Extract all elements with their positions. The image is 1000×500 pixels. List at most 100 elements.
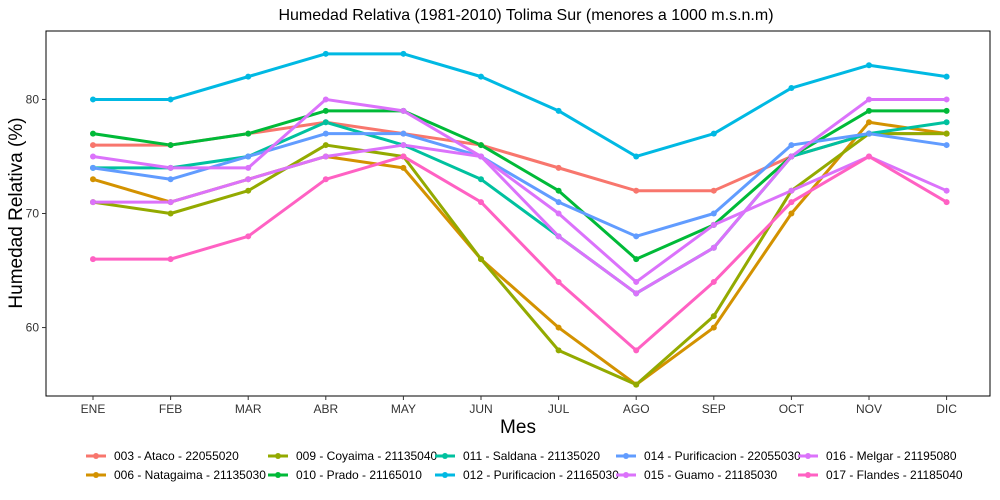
data-point [322, 119, 329, 126]
x-tick-label: NOV [856, 402, 882, 416]
legend-key-point [275, 472, 281, 478]
chart-title: Humedad Relativa (1981-2010) Tolima Sur … [278, 7, 773, 24]
data-point [400, 153, 407, 160]
data-point [555, 324, 562, 331]
x-tick-label: JUL [548, 402, 570, 416]
data-point [788, 153, 795, 160]
data-point [90, 199, 96, 206]
data-point [943, 199, 950, 206]
legend-label: 015 - Guamo - 21185030 [644, 468, 778, 482]
legend-label: 017 - Flandes - 21185040 [826, 468, 963, 482]
data-point [167, 164, 174, 171]
data-point [633, 153, 640, 160]
data-point [555, 107, 562, 114]
x-tick-label: AGO [623, 402, 650, 416]
x-tick-label: OCT [779, 402, 805, 416]
data-point [555, 347, 562, 354]
x-tick-label: MAR [235, 402, 262, 416]
series-line [92, 97, 947, 295]
data-point [322, 96, 329, 103]
data-point [400, 164, 407, 171]
y-tick-label: 70 [26, 207, 40, 221]
y-tick-label: 60 [26, 321, 40, 335]
series-line [93, 154, 948, 352]
data-point [245, 233, 252, 240]
data-point [943, 96, 950, 103]
data-point [710, 244, 717, 251]
legend-key-point [93, 453, 99, 459]
data-point [245, 153, 252, 160]
x-tick-label: ENE [81, 402, 106, 416]
data-point [90, 130, 96, 137]
data-point [245, 164, 252, 171]
x-tick-label: MAY [391, 402, 416, 416]
data-point [555, 233, 562, 240]
data-point [322, 130, 329, 137]
data-point [555, 210, 562, 217]
data-point [710, 324, 717, 331]
data-point [400, 130, 407, 137]
data-point [555, 164, 562, 171]
data-point [167, 176, 174, 183]
data-point [555, 278, 562, 285]
data-point [866, 62, 872, 69]
series-lines [92, 52, 948, 387]
data-point [555, 199, 562, 206]
data-point [788, 187, 795, 194]
series-line [92, 132, 947, 387]
data-point [322, 107, 329, 114]
data-point [90, 176, 96, 183]
data-point [322, 153, 329, 160]
data-point [633, 187, 640, 194]
legend: 003 - Ataco - 22055020 006 - Natagaima - … [86, 449, 963, 482]
data-point [90, 256, 96, 263]
x-axis: ENE FEB MAR ABR MAY JUN JUL AGO SEP OCT NOV DIC [81, 396, 957, 416]
series-line [93, 120, 947, 295]
data-point [245, 187, 252, 194]
data-point [943, 187, 950, 194]
data-point [633, 290, 640, 297]
data-point [555, 187, 562, 194]
data-point [633, 347, 640, 354]
data-point [90, 142, 96, 149]
series-line [92, 109, 947, 261]
y-axis-label: Humedad Relativa (%) [6, 117, 27, 308]
data-point [866, 119, 872, 126]
y-tick-label: 80 [26, 92, 40, 106]
legend-label: 012 - Purificacion - 21165030 [463, 468, 619, 482]
legend-key-point [442, 472, 448, 478]
data-point [478, 142, 484, 149]
data-point [478, 153, 484, 160]
data-point [167, 199, 174, 206]
series-line [93, 52, 947, 158]
data-point [245, 176, 252, 183]
legend-label: 006 - Natagaima - 21135030 [114, 468, 266, 482]
data-point [788, 210, 795, 217]
data-point [633, 381, 640, 388]
data-point [478, 73, 484, 80]
legend-label: 011 - Saldana - 21135020 [463, 449, 600, 463]
plot-panel [45, 30, 991, 397]
data-point [788, 199, 795, 206]
series-line [92, 132, 947, 238]
data-point [400, 50, 407, 57]
data-point [943, 142, 950, 149]
data-point [167, 142, 174, 149]
legend-key-point [623, 472, 629, 478]
data-point [788, 85, 795, 92]
data-point [322, 50, 329, 57]
data-point [167, 96, 174, 103]
legend-label: 009 - Coyaima - 21135040 [296, 449, 438, 463]
x-tick-label: FEB [159, 402, 182, 416]
data-point [245, 130, 252, 137]
data-point [710, 130, 717, 137]
data-point [633, 278, 640, 285]
data-point [322, 176, 329, 183]
x-tick-label: ABR [313, 402, 338, 416]
data-point [478, 176, 484, 183]
legend-label: 003 - Ataco - 22055020 [114, 449, 239, 463]
data-point [710, 221, 717, 228]
data-point [866, 153, 872, 160]
legend-key-point [275, 453, 281, 459]
